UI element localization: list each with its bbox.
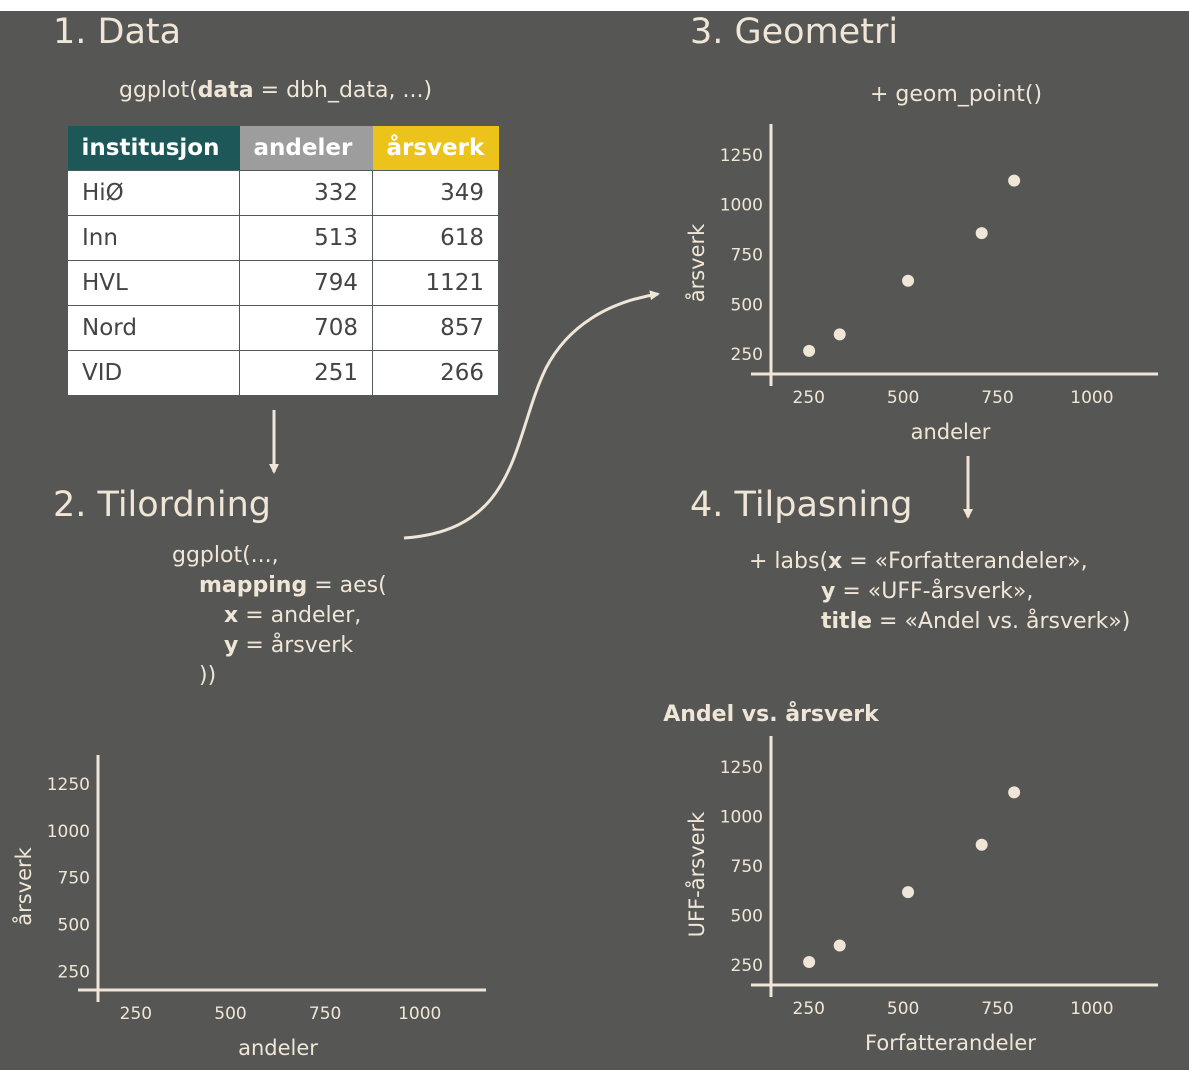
y-tick-label: 750 <box>731 857 763 877</box>
y-tick-label: 250 <box>731 956 763 976</box>
y-tick-label: 500 <box>731 295 763 315</box>
table-row: HiØ 332 349 <box>67 170 499 216</box>
table-cell-arsverk: 857 <box>372 305 499 351</box>
code-line: title = «Andel vs. årsverk») <box>821 609 1131 634</box>
table-cell-arsverk: 349 <box>372 170 499 216</box>
step-1-code: ggplot(data = dbh_data, ...) <box>119 78 433 103</box>
y-tick-label: 1250 <box>47 775 90 795</box>
table-cell-arsverk: 618 <box>372 215 499 261</box>
data-point <box>902 886 915 899</box>
y-axis-title: UFF-årsverk <box>684 811 709 938</box>
column-header-institusjon: institusjon <box>67 126 240 171</box>
y-tick-label: 1000 <box>720 196 763 216</box>
arrow-mapping-to-geometry <box>403 290 660 540</box>
step-3-code: + geom_point() <box>870 82 1043 107</box>
code-line: x = andeler, <box>224 603 362 628</box>
y-tick-label: 1250 <box>720 146 763 166</box>
step-1-heading: 1. Data <box>53 12 182 52</box>
y-axis-title: årsverk <box>684 223 709 302</box>
x-tick-label: 1000 <box>398 1004 441 1024</box>
code-line: mapping = aes( <box>199 573 387 598</box>
table-cell-arsverk: 266 <box>372 350 499 396</box>
x-tick-label: 250 <box>793 388 825 408</box>
step-2-code: ggplot(..., mapping = aes( x = andeler, … <box>172 541 387 691</box>
x-tick-label: 250 <box>793 999 825 1019</box>
table-cell-andeler: 708 <box>239 305 373 351</box>
data-table: institusjon andeler årsverk HiØ 332 349 … <box>67 126 499 396</box>
x-tick-label: 750 <box>981 388 1013 408</box>
code-line: + labs(x = «Forfatterandeler», <box>749 549 1088 574</box>
x-tick-label: 500 <box>887 388 919 408</box>
x-tick-label: 250 <box>120 1004 152 1024</box>
code-line: y = «UFF-årsverk», <box>821 579 1034 604</box>
x-axis-title: Forfatterandeler <box>865 1031 1036 1055</box>
data-point <box>1008 174 1021 187</box>
x-tick-label: 750 <box>309 1004 341 1024</box>
column-header-arsverk: årsverk <box>372 126 499 171</box>
step-3-heading: 3. Geometri <box>690 12 899 52</box>
table-row: Nord 708 857 <box>67 305 499 351</box>
table-cell-andeler: 251 <box>239 350 373 396</box>
y-tick-label: 250 <box>731 345 763 365</box>
code-line: ggplot(..., <box>172 543 279 568</box>
x-tick-label: 1000 <box>1070 388 1113 408</box>
data-point <box>833 328 846 341</box>
y-tick-label: 1000 <box>720 807 763 827</box>
y-tick-label: 1250 <box>720 758 763 778</box>
y-tick-label: 500 <box>58 915 90 935</box>
y-tick-label: 750 <box>58 869 90 889</box>
table-cell-andeler: 513 <box>239 215 373 261</box>
table-cell-institusjon: VID <box>67 350 240 396</box>
data-point <box>833 939 846 952</box>
x-tick-label: 500 <box>214 1004 246 1024</box>
x-tick-label: 1000 <box>1070 999 1113 1019</box>
x-tick-label: 750 <box>981 999 1013 1019</box>
code-line: y = årsverk <box>224 633 354 658</box>
data-point <box>902 274 915 287</box>
data-point <box>803 344 816 357</box>
step-4-code: + labs(x = «Forfatterandeler», y = «UFF-… <box>749 547 1130 637</box>
x-axis-title: andeler <box>238 1036 318 1060</box>
table-row: VID 251 266 <box>67 350 499 396</box>
y-axis-title: årsverk <box>11 846 36 925</box>
table-header-row: institusjon andeler årsverk <box>67 126 499 171</box>
x-axis-title: andeler <box>911 420 991 444</box>
x-tick-label: 500 <box>887 999 919 1019</box>
table-cell-institusjon: HiØ <box>67 170 240 216</box>
data-point <box>1008 786 1021 799</box>
table-cell-institusjon: Inn <box>67 215 240 261</box>
code-line: )) <box>199 663 217 688</box>
y-tick-label: 250 <box>58 962 90 982</box>
table-cell-institusjon: HVL <box>67 260 240 306</box>
step-4-heading: 4. Tilpasning <box>690 485 913 525</box>
y-tick-label: 750 <box>731 245 763 265</box>
column-header-andeler: andeler <box>239 126 373 171</box>
data-point <box>975 838 988 851</box>
y-tick-label: 500 <box>731 907 763 927</box>
step-2-heading: 2. Tilordning <box>53 485 271 525</box>
y-tick-label: 1000 <box>47 822 90 842</box>
table-row: Inn 513 618 <box>67 215 499 261</box>
table-cell-andeler: 794 <box>239 260 373 306</box>
data-point <box>803 955 816 968</box>
data-point <box>975 227 988 240</box>
chart-title: Andel vs. årsverk <box>663 701 880 727</box>
table-cell-institusjon: Nord <box>67 305 240 351</box>
